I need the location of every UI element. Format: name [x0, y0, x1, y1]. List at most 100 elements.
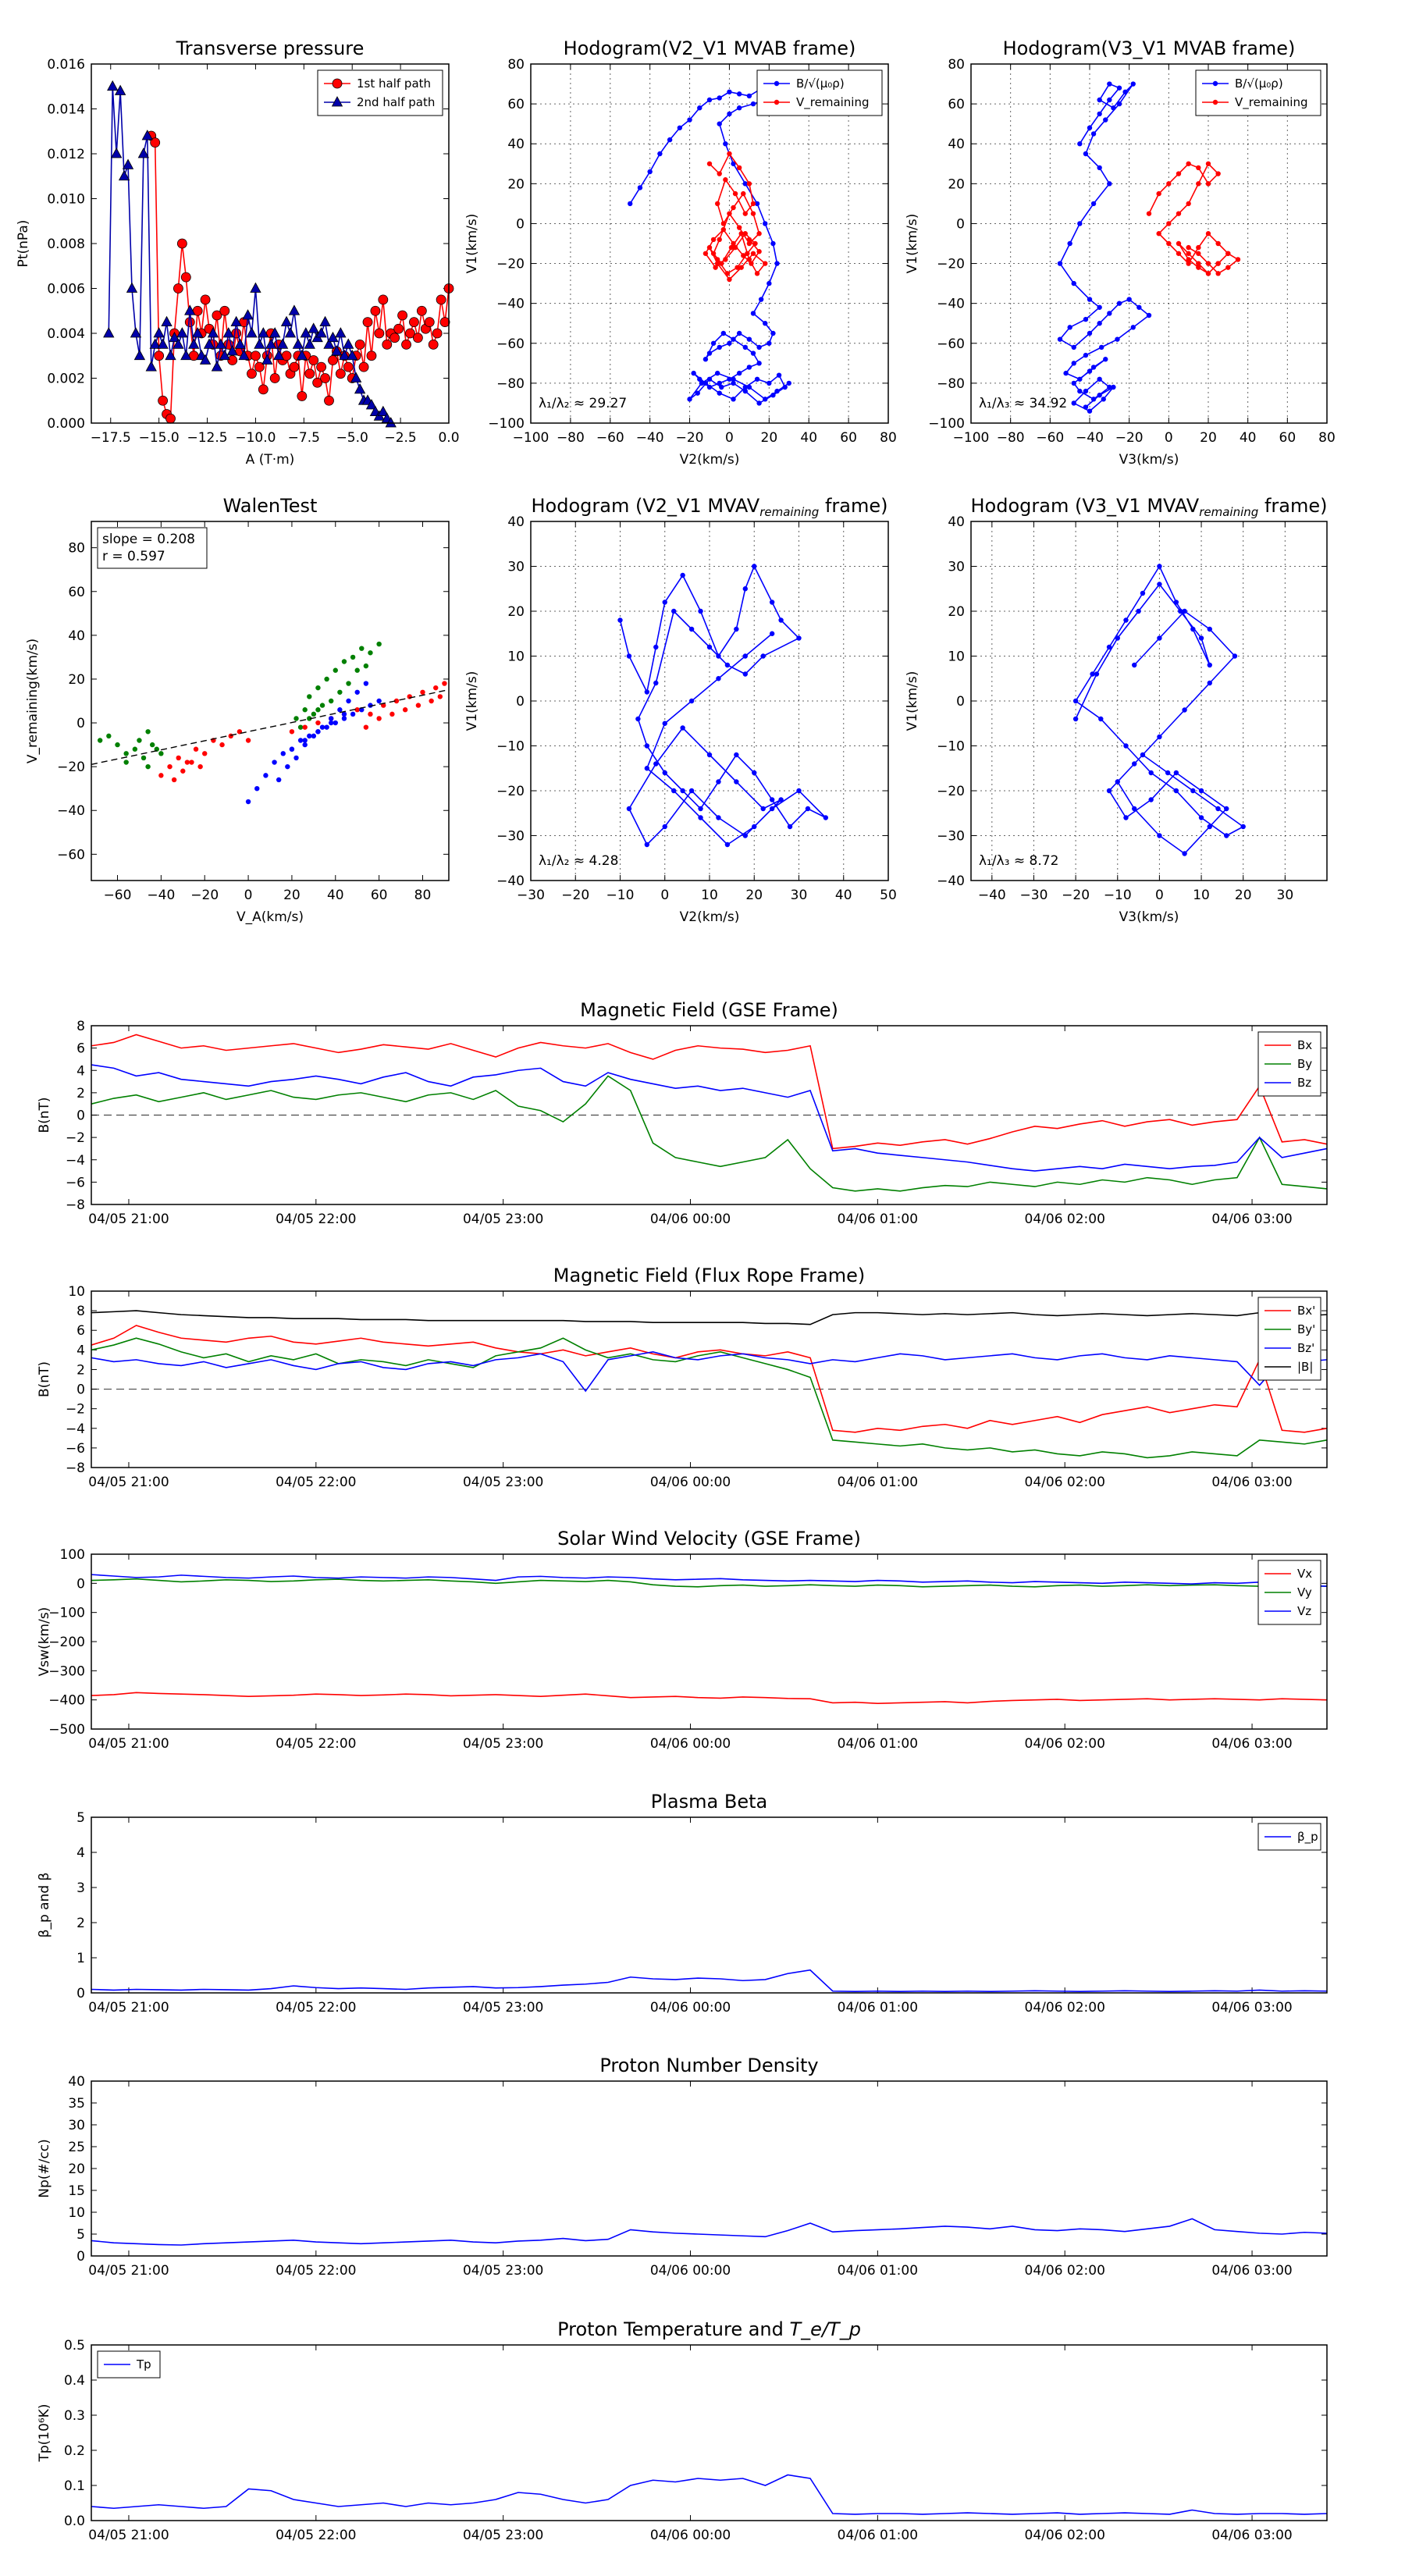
hodogram-v2-v1-mvab-xlabel: V2(km/s): [680, 452, 740, 468]
hodogram-v3-v1-mvab-series-1-point: [1235, 257, 1241, 262]
solar-wind-velocity-ytick-label: 100: [60, 1547, 85, 1563]
transverse-pressure-series-1-point: [226, 345, 238, 356]
hodogram-v2-v1-mvab-series-1-point: [717, 171, 722, 176]
proton-number-density-ytick-label: 5: [76, 2227, 85, 2243]
walen-test-annotation-box: [97, 527, 208, 569]
hodogram-v3-v1-mvab-series-0-point: [1090, 201, 1097, 207]
hodogram-v2-v1-mvav-series-0-point: [698, 815, 703, 820]
hodogram-v2-v1-mvab-series-0-point: [731, 336, 736, 342]
walen-test-ytick-label: −40: [57, 803, 85, 819]
solar-wind-velocity-ytick-label: −300: [48, 1663, 85, 1679]
hodogram-v3-v1-mvab-series-0-point: [1087, 330, 1093, 336]
hodogram-v2-v1-mvav-series-0-point: [778, 617, 784, 623]
hodogram-v3-v1-mvab-series-0-point: [1083, 316, 1089, 322]
hodogram-v3-v1-mvab-series-0-point: [1090, 131, 1097, 137]
hodogram-v2-v1-mvab-series-0-point: [706, 97, 713, 103]
walen-test-series-1-point: [393, 698, 400, 704]
transverse-pressure-series-0-point: [382, 339, 393, 350]
transverse-pressure-series-0-point: [247, 368, 257, 379]
hodogram-v2-v1-mvab-series-0-point: [767, 340, 772, 346]
hodogram-v2-v1-mvab-series-0-point: [742, 181, 748, 187]
hodogram-v3-v1-mvab-series-0-point: [1063, 370, 1069, 376]
walen-test-series-2-point: [307, 733, 312, 739]
transverse-pressure-xtick-label: −17.5: [91, 430, 131, 446]
hodogram-v2-v1-mvab-series-0-point: [782, 384, 788, 390]
magnetic-field-flux-rope-title: Magnetic Field (Flux Rope Frame): [553, 1265, 865, 1286]
transverse-pressure-series-1-point: [188, 338, 200, 349]
hodogram-v3-v1-mvav-series-0-point: [1094, 671, 1100, 677]
hodogram-v3-v1-mvab-series-0-point: [1083, 388, 1089, 394]
proton-temperature-xtick-label: 04/05 21:00: [88, 2528, 169, 2543]
walen-test-series-1-point: [442, 681, 447, 686]
magnetic-field-gse-legend-label: Bz: [1297, 1076, 1311, 1090]
hodogram-v3-v1-mvav-series-0-point: [1207, 626, 1212, 632]
hodogram-v2-v1-mvab-series-0-point: [647, 169, 653, 175]
hodogram-v2-v1-mvab-series-0-point: [717, 380, 722, 386]
hodogram-v2-v1-mvav-series-0-point: [823, 815, 829, 820]
hodogram-v2-v1-mvab-series-0-point: [731, 376, 736, 382]
walen-test-series-1-point: [429, 698, 434, 704]
transverse-pressure-series-0-point: [269, 373, 280, 383]
hodogram-v2-v1-mvab-series-0-point: [731, 397, 736, 402]
hodogram-v2-v1-mvab-ylabel: V1(km/s): [464, 214, 480, 274]
walen-test-series-2-point: [276, 777, 282, 783]
hodogram-v2-v1-mvab-series-1-point: [731, 205, 736, 211]
walen-test-series-1-point: [193, 746, 199, 752]
transverse-pressure-series-1-point: [269, 327, 281, 338]
hodogram-v2-v1-mvav-series-0-point: [680, 788, 685, 794]
hodogram-v2-v1-mvav-series-0-point: [787, 824, 793, 830]
hodogram-v3-v1-mvab-series-0-point: [1090, 397, 1097, 402]
proton-temperature-xtick-label: 04/06 01:00: [838, 2528, 918, 2543]
hodogram-v2-v1-mvab-series-1-point: [750, 201, 756, 207]
transverse-pressure-series-0-point: [436, 294, 446, 305]
transverse-pressure-ytick-label: 0.006: [47, 282, 85, 297]
plasma-beta-xtick-label: 04/06 02:00: [1025, 2000, 1105, 2016]
transverse-pressure-series-1-point: [280, 315, 293, 327]
hodogram-v3-v1-mvav-title: Hodogram (V3_V1 MVAVremaining frame): [971, 495, 1328, 519]
hodogram-v2-v1-mvab-series-0-point: [756, 361, 762, 366]
hodogram-v3-v1-mvav-series-0-point: [1132, 662, 1137, 668]
hodogram-v2-v1-mvab-series-1-point: [710, 237, 717, 243]
hodogram-v2-v1-mvab-series-0-point: [742, 344, 748, 350]
transverse-pressure-legend-point: [332, 78, 343, 89]
transverse-pressure-series-0-point: [258, 384, 269, 395]
hodogram-v3-v1-mvav-series-0-point: [1132, 806, 1137, 812]
hodogram-v2-v1-mvav-series-0-point: [662, 600, 667, 605]
hodogram-v2-v1-mvab-series-1-point: [719, 261, 724, 266]
transverse-pressure-series-0-point: [397, 310, 407, 321]
hodogram-v2-v1-mvav-ytick-label: −20: [496, 784, 525, 799]
hodogram-v2-v1-mvab-panel: −100 −80 −60 −40 −20 0 20 40 60 80 −100 −80 −60 −40 −2…: [464, 37, 897, 468]
hodogram-v3-v1-mvav-panel: −40 −30 −20 −10 0 10 20 30 −40 −30 −20 −10 0 10 20 30 40…: [905, 495, 1328, 925]
transverse-pressure-series-1-point: [230, 315, 242, 327]
walen-test-series-1-point: [437, 694, 443, 699]
hodogram-v2-v1-mvab-series-0-point: [756, 344, 762, 350]
hodogram-v2-v1-mvab-series-1-point: [738, 265, 744, 270]
hodogram-v3-v1-mvav-series-0-point: [1182, 608, 1187, 614]
solar-wind-velocity-xtick-label: 04/06 00:00: [650, 1736, 731, 1752]
walen-test-series-2-point: [272, 760, 277, 765]
hodogram-v3-v1-mvab-series-0-point: [1083, 151, 1089, 157]
hodogram-v3-v1-mvav-series-0-point: [1106, 788, 1112, 794]
walen-test-series-1-point: [354, 707, 360, 713]
transverse-pressure-xtick-label: −12.5: [187, 430, 227, 446]
walen-test-series-0-point: [145, 763, 151, 770]
hodogram-v3-v1-mvab-ytick-label: 80: [948, 57, 965, 73]
transverse-pressure-legend: 1st half path 2nd half path: [317, 69, 443, 116]
hodogram-v3-v1-mvav-series-0-point: [1072, 698, 1079, 704]
magnetic-field-gse-xtick-label: 04/06 03:00: [1211, 1212, 1292, 1227]
hodogram-v3-v1-mvav-series-0-point: [1240, 824, 1246, 830]
hodogram-v2-v1-mvav-series-0-point: [742, 833, 748, 838]
hodogram-v2-v1-mvab-series-0-point: [717, 344, 722, 350]
magnetic-field-gse-ytick-label: −2: [66, 1130, 85, 1146]
hodogram-v3-v1-mvav-xtick-label: −10: [1104, 888, 1132, 903]
hodogram-v2-v1-mvab-xtick-label: −40: [636, 430, 664, 446]
hodogram-v3-v1-mvab-series-1-point: [1215, 240, 1221, 247]
transverse-pressure-series-1-point: [126, 282, 138, 293]
walen-test-ytick-label: 20: [68, 672, 85, 688]
hodogram-v3-v1-mvab-series-0-point: [1126, 297, 1132, 302]
hodogram-v2-v1-mvab-series-1-point: [717, 237, 722, 243]
walen-test-series-0-point: [123, 760, 129, 765]
hodogram-v2-v1-mvav-series-0-point: [653, 680, 659, 686]
hodogram-v2-v1-mvab-legend-point: [774, 80, 780, 87]
hodogram-v3-v1-mvab-series-0-point: [1090, 365, 1097, 370]
